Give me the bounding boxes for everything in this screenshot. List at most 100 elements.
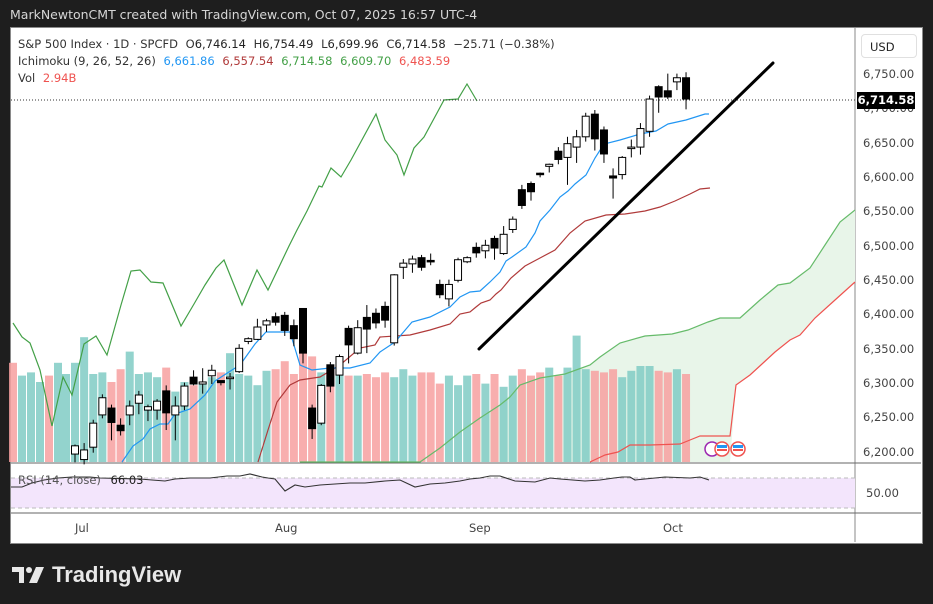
candle-down[interactable] [299, 307, 307, 354]
candle-down[interactable] [435, 283, 444, 296]
candle-up[interactable] [262, 320, 271, 326]
candle-up[interactable] [454, 259, 463, 281]
candle-down[interactable] [590, 113, 599, 140]
candle-up[interactable] [636, 128, 645, 148]
legend-ichimoku-row: Ichimoku (9, 26, 52, 26) 6,661.86 6,557.… [18, 53, 559, 70]
price-tick: 6,550.00 [863, 204, 915, 219]
candle-down[interactable] [426, 259, 435, 263]
candle-up[interactable] [198, 381, 207, 385]
candle-down[interactable] [536, 172, 545, 176]
candle-up[interactable] [463, 257, 472, 263]
candle-up[interactable] [153, 400, 162, 411]
candle-up[interactable] [171, 405, 180, 416]
candle-up[interactable] [572, 136, 581, 148]
candle-down[interactable] [280, 314, 289, 331]
candle-down[interactable] [289, 325, 298, 340]
candle-down[interactable] [527, 182, 535, 193]
candle-up[interactable] [353, 327, 362, 354]
volume-label[interactable]: Vol [18, 71, 36, 85]
volume-bar [545, 367, 554, 462]
time-label-sep: Sep [469, 521, 491, 535]
candle-up[interactable] [335, 356, 344, 376]
volume-bar [45, 375, 53, 462]
candle-down[interactable] [654, 86, 663, 98]
candle-up[interactable] [80, 449, 89, 461]
candle-up[interactable] [481, 244, 490, 252]
candle-up[interactable] [390, 274, 399, 344]
trendline[interactable] [477, 61, 775, 351]
volume-bar [517, 369, 526, 462]
candle-up[interactable] [125, 405, 134, 416]
volume-bar [36, 382, 44, 462]
volume-bar [499, 386, 508, 462]
volume-bar [618, 377, 627, 462]
candle-down[interactable] [116, 424, 125, 432]
candle-down[interactable] [472, 246, 481, 254]
candle-up[interactable] [134, 394, 143, 404]
volume-bar [271, 369, 280, 462]
candle-down[interactable] [326, 364, 335, 387]
symbol-name[interactable]: S&P 500 Index · 1D · SPCFD [18, 37, 178, 51]
candle-up[interactable] [645, 98, 654, 132]
price-tick: 6,400.00 [863, 307, 915, 322]
candle-up[interactable] [563, 143, 572, 158]
candle-up[interactable] [581, 115, 590, 138]
volume-bar [590, 370, 599, 462]
candle-up[interactable] [143, 406, 152, 411]
candle-down[interactable] [271, 316, 280, 323]
candle-down[interactable] [417, 257, 426, 268]
candle-up[interactable] [672, 77, 681, 83]
candle-down[interactable] [554, 150, 563, 160]
candle-down[interactable] [599, 129, 608, 155]
candle-down[interactable] [344, 327, 353, 346]
candle-up[interactable] [235, 347, 244, 373]
candle-down[interactable] [517, 189, 526, 206]
ichimoku-senkou-a-value: 6,609.70 [340, 54, 392, 68]
candle-up[interactable] [627, 146, 636, 150]
candle-up[interactable] [71, 445, 79, 455]
volume-bar [353, 375, 362, 462]
volume-bar [27, 372, 35, 462]
candle-down[interactable] [308, 407, 317, 430]
volume-bar [563, 367, 572, 462]
price-change: −25.71 (−0.38%) [453, 37, 555, 51]
candle-up[interactable] [399, 262, 408, 268]
candle-up[interactable] [499, 233, 508, 255]
candle-up[interactable] [89, 422, 98, 448]
candle-down[interactable] [381, 305, 390, 321]
candle-down[interactable] [162, 390, 171, 414]
candle-down[interactable] [107, 407, 116, 423]
candle-down[interactable] [362, 316, 371, 330]
volume-bar [326, 366, 335, 462]
candle-up[interactable] [98, 397, 107, 416]
candle-up[interactable] [253, 326, 262, 340]
candle-down[interactable] [609, 175, 618, 179]
volume-value: 2.94B [42, 71, 77, 85]
volume-bar [490, 374, 499, 462]
candle-up[interactable] [226, 376, 235, 380]
candle-up[interactable] [545, 163, 554, 167]
rsi-label[interactable]: RSI (14, close) [18, 473, 101, 487]
volume-bar [654, 370, 663, 462]
candle-down[interactable] [682, 77, 691, 100]
candle-up[interactable] [244, 338, 253, 342]
candle-up[interactable] [180, 385, 189, 407]
candle-up[interactable] [618, 156, 627, 176]
candle-up[interactable] [508, 218, 517, 231]
price-tick: 6,500.00 [863, 238, 915, 253]
candle-up[interactable] [408, 258, 417, 265]
candle-down[interactable] [663, 90, 672, 98]
candle-down[interactable] [189, 376, 198, 385]
candle-up[interactable] [317, 384, 326, 424]
candle-up[interactable] [207, 369, 216, 377]
currency-button[interactable]: USD [861, 34, 917, 58]
volume-bar [116, 369, 125, 462]
candle-down[interactable] [490, 237, 499, 249]
candle-down[interactable] [371, 312, 380, 324]
candle-down[interactable] [216, 380, 225, 384]
tradingview-logo[interactable]: TradingView [12, 562, 181, 588]
time-label-jul: Jul [75, 521, 89, 535]
candle-up[interactable] [444, 283, 453, 300]
ichimoku-label[interactable]: Ichimoku (9, 26, 52, 26) [18, 54, 156, 68]
